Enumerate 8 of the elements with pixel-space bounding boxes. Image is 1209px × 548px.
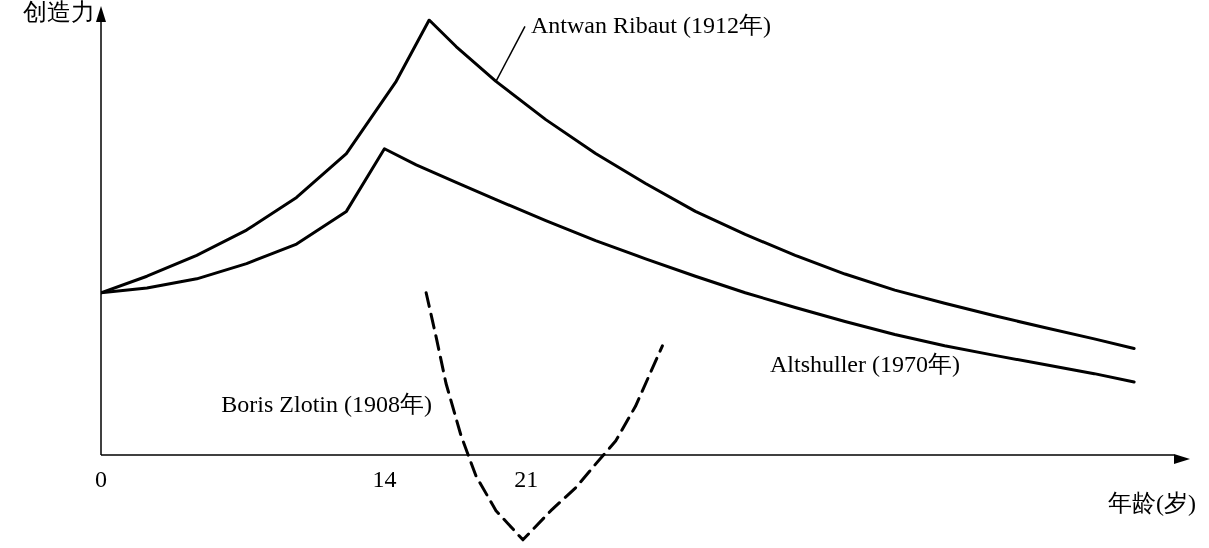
y-axis-title: 创造力 (23, 0, 95, 26)
text: Antwan Ribaut (1912年) (530, 11, 771, 38)
x-axis-title: 年龄(岁) (1108, 490, 1196, 517)
x-tick-label: 0 (95, 465, 107, 492)
x-tick-label: 14 (372, 465, 397, 492)
series-label: Boris Zlotin (1908年) (221, 390, 432, 417)
series-label: Altshuller (1970年) (770, 350, 961, 377)
x-tick-label: 21 (514, 465, 539, 492)
